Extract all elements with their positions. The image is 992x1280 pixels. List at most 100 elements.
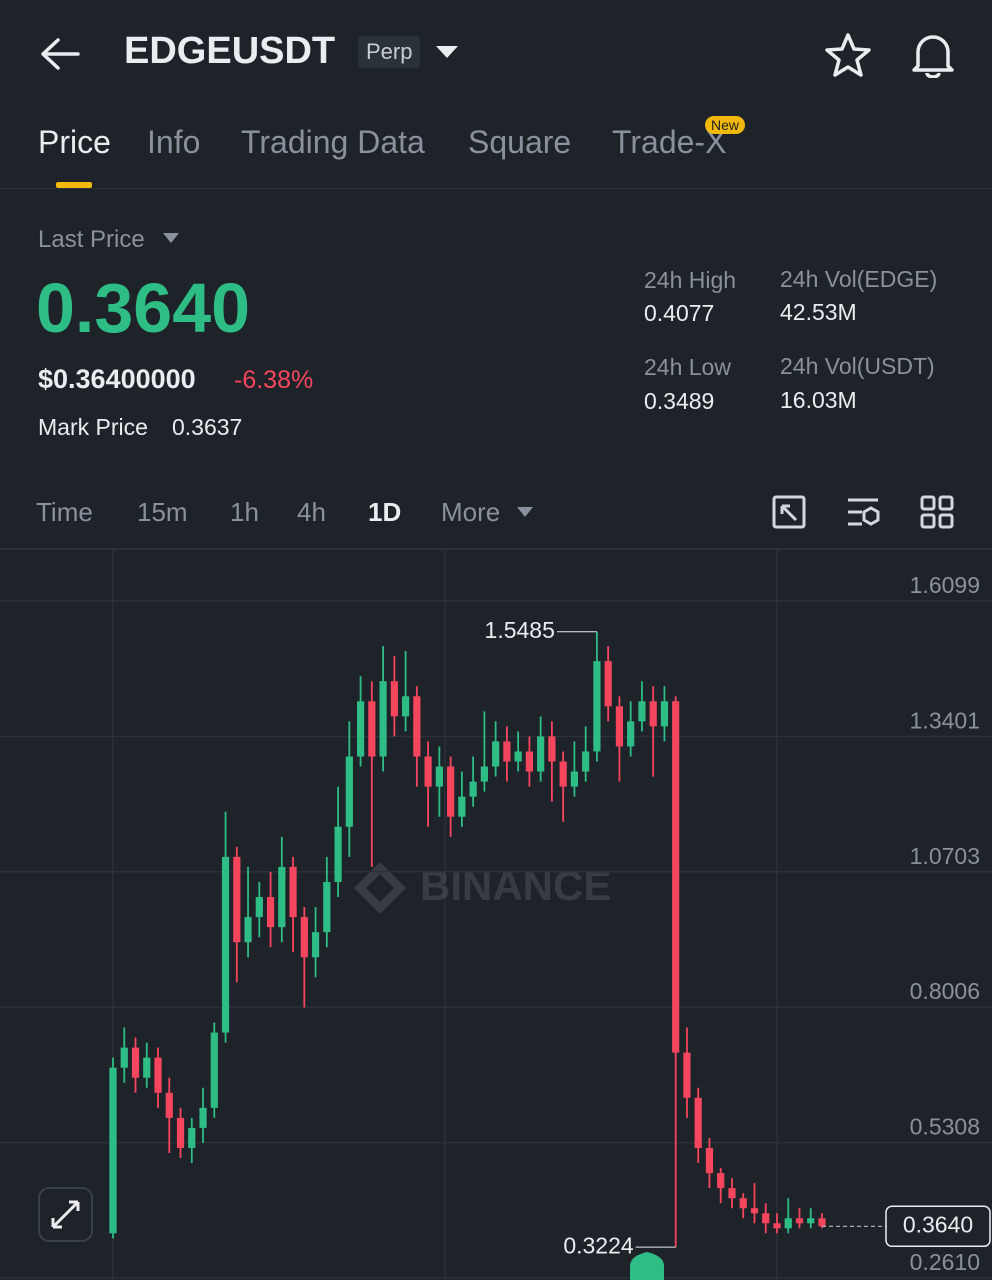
- candle-body: [672, 701, 680, 1053]
- back-button[interactable]: [38, 36, 82, 72]
- candle-body: [402, 696, 410, 717]
- candle-body: [300, 917, 308, 958]
- symbol[interactable]: EDGEUSDT: [124, 30, 336, 72]
- dropdown-icon: [163, 233, 179, 243]
- high-value: 0.4077: [644, 300, 715, 326]
- candle-body: [604, 661, 612, 707]
- candle-body: [739, 1198, 747, 1209]
- candle-body: [154, 1057, 162, 1093]
- candle-body: [660, 701, 669, 727]
- candle-body: [615, 706, 624, 747]
- candle-body: [503, 741, 511, 762]
- vol-base-label: 24h Vol(EDGE): [780, 266, 938, 292]
- candle-body: [255, 897, 263, 918]
- low-label: 24h Low: [644, 354, 731, 380]
- y-tick-label: 0.5308: [910, 1114, 980, 1140]
- vol-quote-value: 16.03M: [780, 387, 857, 413]
- price-change: -6.38%: [234, 366, 314, 394]
- last-price: 0.3640: [36, 269, 251, 347]
- candle-body: [413, 696, 421, 757]
- candle-body: [458, 796, 466, 817]
- candle-body: [480, 766, 488, 782]
- interval[interactable]: 1D: [368, 497, 402, 527]
- watermark: BINANCE: [420, 862, 611, 909]
- high-marker: 1.5485: [485, 617, 555, 643]
- candle-body: [548, 736, 556, 762]
- watermark-logo: [354, 862, 406, 914]
- y-tick-label: 1.3401: [910, 707, 980, 733]
- last-price-label: 0.3640: [903, 1211, 973, 1237]
- candle-body: [525, 751, 533, 772]
- candle-body: [717, 1173, 725, 1189]
- candle-body: [120, 1047, 128, 1068]
- dropdown-icon: [517, 507, 533, 517]
- interval[interactable]: 15m: [137, 497, 188, 527]
- candle-body: [143, 1057, 151, 1078]
- mark-price: 0.3637: [172, 414, 243, 440]
- candle-body: [784, 1218, 792, 1229]
- candle-body: [176, 1117, 185, 1148]
- candle-body: [627, 721, 635, 747]
- candle-body: [795, 1218, 804, 1224]
- candle-body: [514, 751, 522, 762]
- interval[interactable]: 4h: [297, 497, 326, 527]
- favorite-icon[interactable]: [824, 32, 872, 78]
- candle-body: [773, 1223, 781, 1229]
- candle-body: [278, 866, 286, 928]
- candle-body: [379, 681, 387, 757]
- last-price-label[interactable]: Last Price: [38, 226, 145, 253]
- candle-body: [818, 1218, 826, 1227]
- alert-icon[interactable]: [908, 30, 958, 78]
- chart-tools[interactable]: [770, 494, 960, 530]
- candle-body: [424, 756, 432, 787]
- tab[interactable]: Trading Data: [241, 124, 425, 160]
- tab[interactable]: Price: [38, 124, 111, 160]
- interval[interactable]: Time: [36, 497, 93, 527]
- candle-body: [728, 1188, 736, 1199]
- candle-body: [750, 1208, 759, 1214]
- candle-body: [694, 1097, 702, 1148]
- candle-body: [762, 1213, 770, 1224]
- candle-body: [593, 661, 601, 752]
- candle-body: [345, 756, 353, 827]
- candle-body: [807, 1218, 815, 1224]
- tab[interactable]: Info: [147, 124, 201, 160]
- candle-body: [492, 741, 500, 767]
- candle-body: [289, 866, 297, 918]
- vol-quote-label: 24h Vol(USDT): [780, 353, 935, 379]
- candle-body: [356, 701, 365, 757]
- candle-body: [165, 1092, 173, 1118]
- candle-body: [469, 781, 477, 797]
- candle-body: [221, 856, 230, 1033]
- divider: [0, 548, 992, 550]
- usd-price: $0.36400000: [38, 364, 196, 394]
- y-tick-label: 0.8006: [910, 978, 980, 1004]
- candle-body: [582, 751, 590, 772]
- candle-body: [334, 826, 342, 882]
- candle-body: [311, 932, 320, 958]
- candle-body: [435, 766, 443, 787]
- tab-indicator: [56, 182, 92, 188]
- interval[interactable]: More: [441, 497, 501, 527]
- candle-body: [638, 701, 646, 722]
- candle-body: [323, 881, 331, 933]
- interval[interactable]: 1h: [230, 497, 259, 527]
- candle-body: [559, 761, 567, 787]
- candle-body: [233, 856, 241, 943]
- candle-body: [390, 681, 398, 717]
- y-tick-label: 0.2610: [910, 1249, 980, 1275]
- high-label: 24h High: [644, 267, 737, 293]
- buy-marker: [630, 1252, 664, 1280]
- low-value: 0.3489: [644, 388, 715, 414]
- candle-body: [109, 1067, 117, 1234]
- candle-body: [199, 1107, 207, 1128]
- low-marker: 0.3224: [563, 1232, 634, 1258]
- candle-body: [210, 1032, 218, 1108]
- candle-body: [188, 1127, 196, 1148]
- new-badge: New: [705, 116, 746, 134]
- tab[interactable]: Square: [468, 124, 572, 160]
- fullscreen-button[interactable]: [38, 1187, 94, 1243]
- dropdown-icon[interactable]: [434, 44, 460, 60]
